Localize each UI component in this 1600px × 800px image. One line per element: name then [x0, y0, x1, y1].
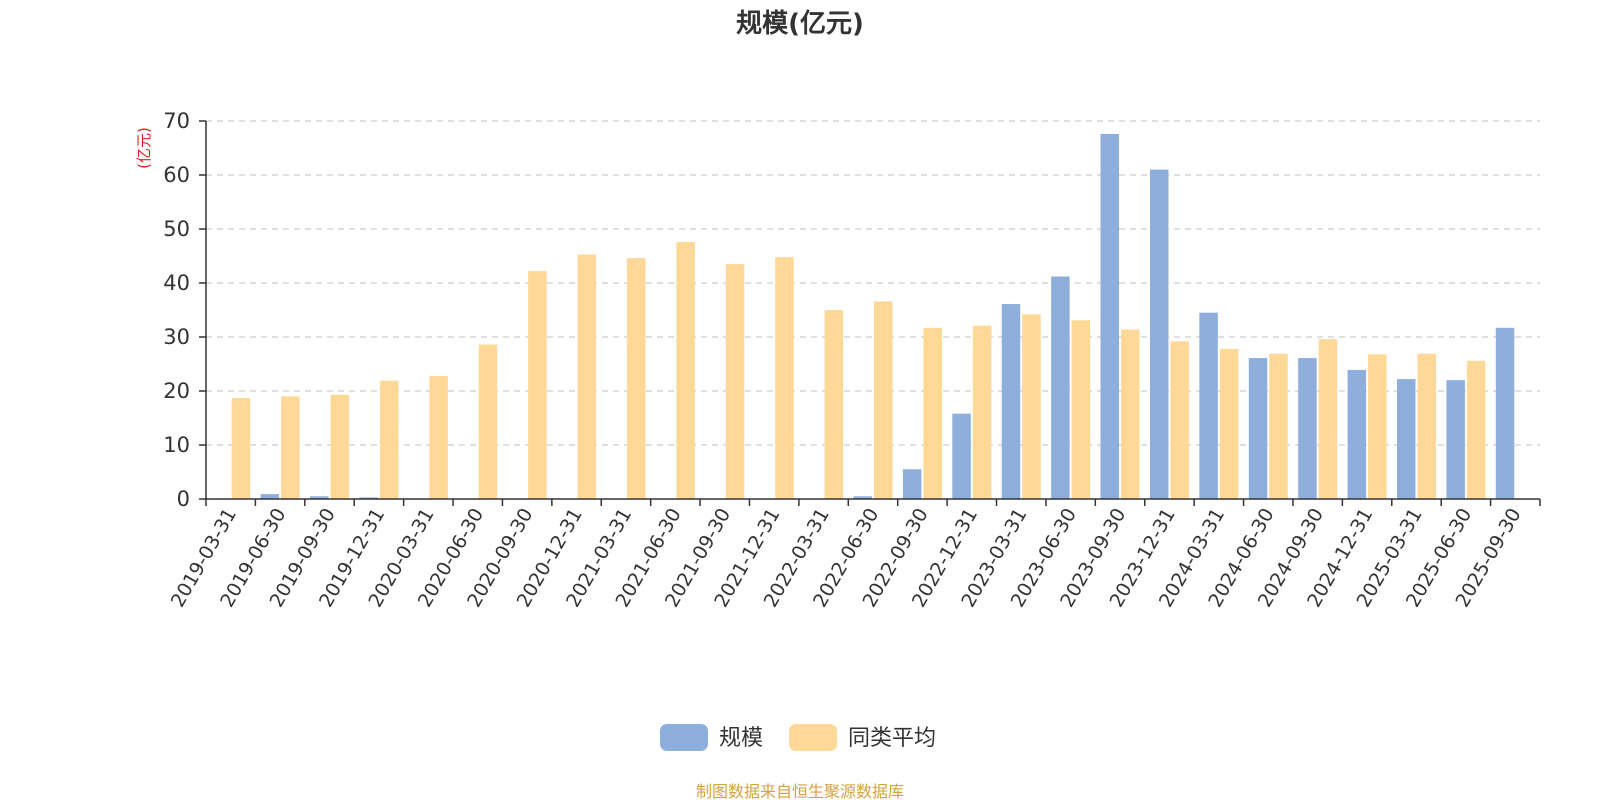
source-note: 制图数据来自恒生聚源数据库 [696, 782, 904, 800]
y-axis-label: (亿元) [135, 127, 153, 169]
y-tick-label: 20 [163, 379, 190, 403]
legend-item-0[interactable]: 规模 [660, 724, 763, 751]
bar-s0-2022-12-31[interactable] [952, 413, 971, 499]
bar-s0-2025-09-30[interactable] [1495, 327, 1515, 499]
bar-s0-2023-12-31[interactable] [1149, 169, 1169, 499]
legend-item-1[interactable]: 同类平均 [789, 724, 936, 751]
grid-lines [206, 120, 1540, 446]
bar-s1-2021-12-31[interactable] [775, 257, 794, 499]
bar-s0-2022-06-30[interactable] [853, 496, 873, 499]
y-tick-label: 70 [163, 109, 190, 133]
bar-s1-2019-03-31[interactable] [231, 398, 251, 499]
y-tick-label: 40 [163, 271, 190, 295]
bar-s0-2019-09-30[interactable] [310, 496, 329, 499]
bar-s0-2023-06-30[interactable] [1051, 276, 1070, 499]
bar-s1-2024-06-30[interactable] [1269, 353, 1288, 499]
y-ticks: 0 10 20 30 40 50 60 70 [163, 109, 206, 511]
bar-s0-2019-06-30[interactable] [260, 494, 280, 499]
legend-label-scale: 规模 [719, 726, 763, 751]
legend-label-peer-average: 同类平均 [848, 726, 936, 751]
bar-s0-2024-12-31[interactable] [1347, 369, 1367, 499]
axes [205, 121, 1540, 500]
bar-s1-2024-09-30[interactable] [1318, 339, 1338, 499]
y-tick-label: 0 [177, 487, 190, 511]
bar-s0-2024-06-30[interactable] [1248, 358, 1268, 499]
bar-s1-2020-09-30[interactable] [528, 271, 547, 499]
x-ticks: 2019-03-312019-06-302019-09-302019-12-31… [167, 499, 1541, 611]
legend[interactable]: 规模 同类平均 [660, 724, 936, 751]
legend-swatch-peer-average [789, 724, 837, 751]
bar-s0-2023-03-31[interactable] [1001, 304, 1021, 499]
bar-s1-2023-03-31[interactable] [1022, 314, 1041, 499]
bar-s1-2022-09-30[interactable] [923, 327, 942, 499]
bar-s1-2020-12-31[interactable] [577, 254, 597, 499]
bar-s1-2021-09-30[interactable] [725, 264, 745, 499]
y-tick-label: 30 [163, 325, 190, 349]
bar-s1-2021-06-30[interactable] [676, 241, 695, 499]
bar-s1-2024-03-31[interactable] [1219, 348, 1239, 499]
bar-s1-2020-06-30[interactable] [478, 344, 498, 499]
bar-s0-2019-12-31[interactable] [359, 497, 378, 499]
bar-s1-2025-06-30[interactable] [1466, 360, 1486, 499]
bar-s0-2024-03-31[interactable] [1199, 312, 1218, 499]
bar-s0-2023-09-30[interactable] [1100, 133, 1120, 499]
bars [211, 133, 1515, 499]
bar-s1-2023-12-31[interactable] [1170, 341, 1189, 499]
chart-title: 规模(亿元) [736, 9, 864, 39]
y-tick-label: 10 [163, 433, 190, 457]
bar-s1-2024-12-31[interactable] [1368, 354, 1387, 499]
bar-s1-2023-09-30[interactable] [1121, 329, 1140, 499]
bar-s1-2019-06-30[interactable] [281, 396, 300, 499]
legend-swatch-scale [660, 724, 708, 751]
bar-s0-2024-09-30[interactable] [1298, 358, 1317, 499]
bar-s1-2022-03-31[interactable] [824, 310, 844, 499]
bar-s0-2025-06-30[interactable] [1446, 380, 1465, 499]
bar-s1-2019-09-30[interactable] [330, 394, 350, 499]
bar-s1-2025-03-31[interactable] [1417, 353, 1436, 499]
bar-s1-2022-12-31[interactable] [972, 325, 992, 499]
bar-s1-2019-12-31[interactable] [379, 380, 399, 499]
bar-s1-2021-03-31[interactable] [626, 258, 646, 499]
bar-s1-2023-06-30[interactable] [1071, 320, 1091, 499]
bar-s0-2022-09-30[interactable] [902, 469, 922, 499]
y-tick-label: 50 [163, 217, 190, 241]
bar-s0-2025-03-31[interactable] [1396, 379, 1416, 499]
y-tick-label: 60 [163, 163, 190, 187]
bar-s1-2020-03-31[interactable] [429, 375, 448, 499]
bar-s1-2022-06-30[interactable] [874, 301, 893, 499]
